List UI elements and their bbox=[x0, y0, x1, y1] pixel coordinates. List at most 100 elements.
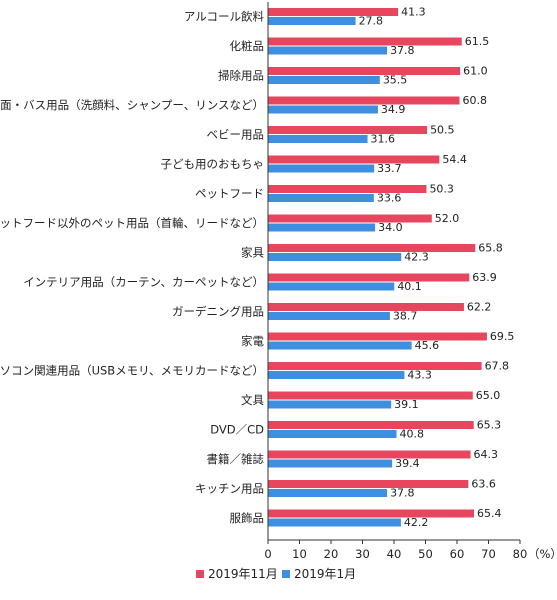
category-label: 子ども用のおもちゃ bbox=[161, 157, 265, 171]
data-label: 34.0 bbox=[378, 221, 403, 234]
bar-2019-11 bbox=[268, 480, 469, 488]
bar-2019-01 bbox=[268, 341, 412, 350]
data-label: 33.6 bbox=[377, 192, 402, 205]
bar-2019-11 bbox=[268, 273, 470, 282]
category-label: 洗面・バス用品（洗顔料、シャンプー、リンスなど） bbox=[0, 98, 264, 112]
bar-2019-11 bbox=[268, 303, 464, 311]
category-label: 書籍／雑誌 bbox=[207, 452, 265, 466]
x-tick-label: 0 bbox=[264, 547, 271, 561]
bar-2019-11 bbox=[268, 244, 476, 252]
data-label: 27.8 bbox=[359, 15, 384, 28]
legend: 2019年11月 2019年1月 bbox=[196, 567, 356, 581]
category-label: 化粧品 bbox=[230, 39, 265, 53]
bar-2019-11 bbox=[268, 509, 475, 518]
bar-2019-01 bbox=[268, 312, 390, 320]
bar-2019-11 bbox=[268, 421, 474, 429]
data-label: 60.8 bbox=[463, 94, 488, 107]
x-tick-label: 80 bbox=[513, 547, 528, 561]
bar-2019-01 bbox=[268, 430, 397, 438]
bar-2019-11 bbox=[268, 96, 460, 105]
data-label: 50.5 bbox=[430, 124, 455, 137]
bar-2019-01 bbox=[268, 518, 401, 527]
category-label: 家電 bbox=[241, 334, 264, 348]
data-label: 34.9 bbox=[381, 103, 406, 116]
data-label: 65.3 bbox=[477, 419, 502, 432]
value-labels: 41.3 27.8 61.5 37.8 61.0 35.5 60.8 34.9 50.5 31.6… bbox=[359, 6, 515, 530]
category-label: 文具 bbox=[241, 393, 264, 407]
data-label: 69.5 bbox=[490, 330, 515, 343]
data-label: 39.1 bbox=[394, 398, 419, 411]
x-tick-label: 70 bbox=[481, 547, 496, 561]
category-label: ペットフード以外のペット用品（首輪、リードなど） bbox=[0, 216, 264, 230]
data-label: 64.3 bbox=[474, 448, 499, 461]
data-label: 35.5 bbox=[383, 74, 408, 87]
data-label: 61.0 bbox=[463, 65, 488, 78]
bar-2019-11 bbox=[268, 126, 428, 134]
data-label: 63.6 bbox=[471, 478, 496, 491]
category-label: キッチン用品 bbox=[195, 482, 264, 496]
bar-2019-11 bbox=[268, 37, 462, 46]
category-label: アルコール飲料 bbox=[184, 10, 265, 24]
data-label: 65.0 bbox=[476, 389, 501, 402]
data-label: 41.3 bbox=[401, 6, 426, 19]
category-label: パソコン関連用品（USBメモリ、メモリカードなど） bbox=[0, 364, 264, 378]
x-axis-unit-label: （%） bbox=[528, 547, 557, 561]
x-tick-label: 10 bbox=[292, 547, 307, 561]
bar-2019-11 bbox=[268, 8, 399, 16]
bar-2019-11 bbox=[268, 185, 427, 193]
data-label: 61.5 bbox=[465, 35, 490, 48]
data-label: 43.3 bbox=[407, 369, 432, 382]
bar-2019-01 bbox=[268, 194, 374, 202]
data-label: 52.0 bbox=[435, 212, 460, 225]
category-label: インテリア用品（カーテン、カーペットなど） bbox=[23, 275, 264, 289]
data-label: 65.4 bbox=[477, 507, 502, 520]
data-label: 39.4 bbox=[395, 457, 420, 470]
data-label: 67.8 bbox=[485, 360, 510, 373]
bar-2019-01 bbox=[268, 253, 402, 261]
data-label: 63.9 bbox=[472, 271, 497, 284]
category-label: ベビー用品 bbox=[207, 128, 265, 142]
category-label: 家具 bbox=[241, 246, 264, 260]
bar-2019-11 bbox=[268, 67, 461, 75]
bar-2019-01 bbox=[268, 282, 395, 291]
category-label: ガーデニング用品 bbox=[172, 305, 264, 319]
x-tick-label: 50 bbox=[418, 547, 433, 561]
bar-2019-11 bbox=[268, 332, 487, 341]
data-label: 38.7 bbox=[393, 310, 418, 323]
category-label: ペットフード bbox=[195, 187, 264, 201]
data-label: 40.8 bbox=[400, 428, 425, 441]
bar-2019-01 bbox=[268, 76, 380, 84]
bar-2019-01 bbox=[268, 489, 388, 497]
bar-2019-11 bbox=[268, 155, 440, 164]
legend-swatch bbox=[196, 570, 204, 578]
legend-label: 2019年11月 bbox=[208, 567, 278, 581]
category-label: 服飾品 bbox=[230, 511, 265, 525]
bar-2019-01 bbox=[268, 371, 405, 379]
legend-swatch bbox=[282, 570, 290, 578]
legend-label: 2019年1月 bbox=[294, 567, 356, 581]
bar-2019-01 bbox=[268, 459, 393, 468]
bar-2019-01 bbox=[268, 105, 378, 114]
bar-2019-01 bbox=[268, 135, 368, 143]
x-tick-label: 30 bbox=[355, 547, 370, 561]
bar-2019-01 bbox=[268, 46, 388, 55]
category-label: 掃除用品 bbox=[218, 69, 264, 83]
data-label: 45.6 bbox=[415, 339, 440, 352]
x-axis-ticks: 0 10 20 30 40 50 60 70 80 bbox=[264, 540, 527, 561]
data-label: 62.2 bbox=[467, 301, 492, 314]
bar-2019-11 bbox=[268, 362, 482, 370]
data-label: 50.3 bbox=[429, 183, 454, 196]
category-label: DVD／CD bbox=[210, 423, 264, 437]
data-label: 42.2 bbox=[404, 516, 429, 529]
bar-2019-11 bbox=[268, 450, 471, 459]
bar-2019-01 bbox=[268, 400, 392, 409]
x-tick-label: 60 bbox=[450, 547, 465, 561]
x-tick-label: 40 bbox=[387, 547, 402, 561]
data-label: 40.1 bbox=[397, 280, 422, 293]
x-tick-label: 20 bbox=[324, 547, 339, 561]
data-label: 42.3 bbox=[404, 251, 429, 264]
data-label: 65.8 bbox=[478, 242, 503, 255]
data-label: 37.8 bbox=[390, 44, 415, 57]
